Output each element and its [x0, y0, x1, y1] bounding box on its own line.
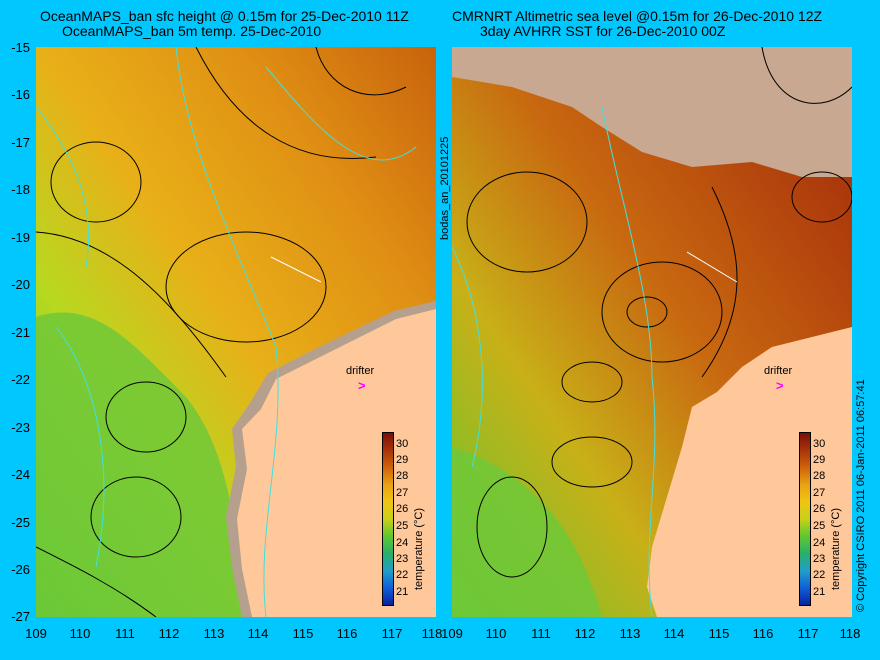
- isobath-contours: [452, 106, 656, 617]
- x-tick-label: 116: [336, 626, 358, 641]
- colorbar-tick: 22: [813, 569, 826, 581]
- left-drifter-label: drifter: [346, 365, 375, 377]
- colorbar-tick: 21: [813, 586, 826, 598]
- x-tick-label: 117: [381, 626, 403, 641]
- colorbar-gradient: [799, 432, 811, 606]
- y-tick-label: -17: [11, 135, 30, 150]
- x-tick-label: 118: [839, 626, 861, 641]
- y-tick-label: -25: [11, 515, 30, 530]
- copyright-label: © Copyright CSIRO 2011 06-Jan-2011 06:57…: [855, 379, 867, 612]
- colorbar-tick: 28: [396, 470, 409, 482]
- colorbar-tick: 26: [813, 503, 826, 515]
- y-tick-label: -23: [11, 420, 30, 435]
- y-tick-label: -16: [11, 87, 30, 102]
- analysis-id-label: bodas_an_20101225: [439, 136, 451, 240]
- green-shelf-region: [452, 447, 602, 617]
- colorbar-tick: 29: [813, 454, 826, 466]
- y-tick-label: -20: [11, 277, 30, 292]
- x-tick-label: 115: [292, 626, 314, 641]
- colorbar-tick: 30: [396, 438, 409, 450]
- colorbar-tick: 23: [396, 553, 409, 565]
- colorbar-tick: 23: [813, 553, 826, 565]
- colorbar-tick: 25: [396, 520, 409, 532]
- x-tick-label: 117: [797, 626, 819, 641]
- colorbar-tick: 26: [396, 503, 409, 515]
- colorbar-tick: 21: [396, 586, 409, 598]
- x-tick-label: 116: [752, 626, 774, 641]
- colorbar-tick: 29: [396, 454, 409, 466]
- x-tick-label: 113: [619, 626, 641, 641]
- colorbar-tick: 24: [396, 537, 409, 549]
- y-tick-label: -24: [11, 467, 30, 482]
- y-tick-label: -19: [11, 230, 30, 245]
- x-tick-label: 109: [441, 626, 463, 641]
- right-drifter-label: drifter: [764, 365, 793, 377]
- right-title-line2: 3day AVHRR SST for 26-Dec-2010 00Z: [480, 23, 726, 39]
- x-tick-label: 109: [25, 626, 47, 641]
- transect-line: [686, 251, 738, 283]
- x-tick-label: 110: [485, 626, 507, 641]
- left-title-line1: OceanMAPS_ban sfc height @ 0.15m for 25-…: [40, 8, 409, 24]
- x-tick-label: 118: [421, 626, 443, 641]
- x-tick-label: 114: [247, 626, 269, 641]
- colorbar-tick: 27: [396, 487, 409, 499]
- colorbar-gradient: [382, 432, 394, 606]
- transect-line: [270, 256, 322, 283]
- right-map-panel: [452, 47, 852, 617]
- x-tick-label: 110: [69, 626, 91, 641]
- colorbar-tick: 27: [813, 487, 826, 499]
- left-title-line2: OceanMAPS_ban 5m temp. 25-Dec-2010: [62, 23, 322, 39]
- x-tick-label: 112: [574, 626, 596, 641]
- sea-level-contours: [36, 47, 407, 617]
- y-tick-label: -15: [11, 40, 30, 55]
- y-tick-label: -22: [11, 372, 30, 387]
- x-tick-label: 112: [158, 626, 180, 641]
- x-tick-label: 111: [115, 626, 135, 641]
- colorbar-tick: 30: [813, 438, 826, 450]
- left-map: [36, 47, 436, 617]
- isobath-contours: [36, 47, 417, 617]
- colorbar-tick: 25: [813, 520, 826, 532]
- x-tick-label: 111: [531, 626, 551, 641]
- cloud-mask: [452, 47, 852, 177]
- colorbar-title: temperature (°C): [830, 507, 842, 590]
- colorbar-tick: 22: [396, 569, 409, 581]
- right-title-line1: CMRNRT Altimetric sea level @0.15m for 2…: [452, 8, 823, 24]
- x-tick-label: 115: [708, 626, 730, 641]
- y-tick-label: -21: [11, 325, 30, 340]
- y-tick-label: -26: [11, 562, 30, 577]
- right-drifter-marker: >: [776, 378, 784, 393]
- right-map: [452, 47, 852, 617]
- left-drifter-marker: >: [358, 378, 366, 393]
- colorbar-tick: 24: [813, 537, 826, 549]
- x-tick-label: 113: [203, 626, 225, 641]
- y-tick-label: -27: [11, 609, 30, 624]
- left-map-panel: [36, 47, 436, 617]
- y-tick-label: -18: [11, 182, 30, 197]
- colorbar-tick: 28: [813, 470, 826, 482]
- colorbar-title: temperature (°C): [413, 507, 425, 590]
- x-tick-label: 114: [663, 626, 685, 641]
- sea-level-contours: [466, 47, 852, 578]
